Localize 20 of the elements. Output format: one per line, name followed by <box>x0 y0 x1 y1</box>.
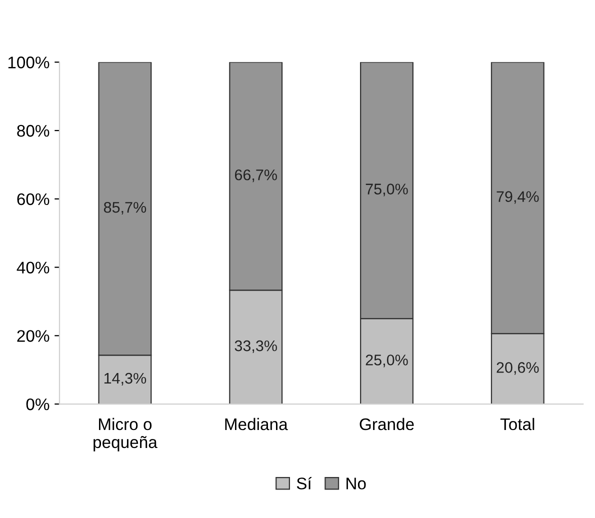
x-tick-label: Total <box>500 418 534 430</box>
data-label: 14,3% <box>104 372 146 386</box>
y-tick-label: 40% <box>16 262 50 274</box>
legend-label: Sí <box>296 476 312 490</box>
y-tick-label: 80% <box>17 124 50 137</box>
data-label: 25,0% <box>366 354 408 368</box>
y-tick-label: 100% <box>8 56 50 68</box>
data-label: 20,6% <box>496 362 539 375</box>
data-label: 66,7% <box>234 169 277 182</box>
legend-label: No <box>346 478 366 490</box>
x-tick-label: Mediana <box>225 418 288 430</box>
data-label: 85,7% <box>104 202 146 215</box>
y-tick-label: 0% <box>26 398 50 410</box>
x-tick-label: Grande <box>360 418 414 430</box>
y-tick-label: 60% <box>17 193 50 206</box>
data-label: 79,4% <box>496 191 539 204</box>
y-tick-label: 20% <box>17 330 50 342</box>
x-tick-label: Micro o pequeña <box>94 418 158 452</box>
data-label: 75,0% <box>366 184 408 196</box>
data-label: 33,3% <box>234 340 277 354</box>
